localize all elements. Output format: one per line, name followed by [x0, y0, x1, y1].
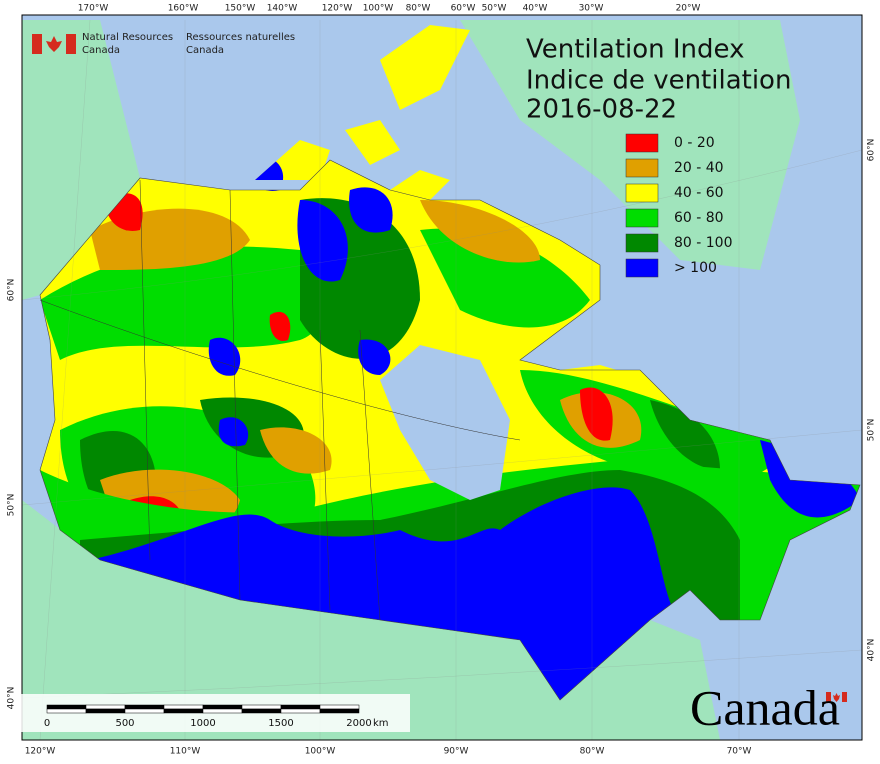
graticule-label: 40°N: [867, 639, 877, 662]
scale-label: 500: [115, 718, 134, 729]
scale-label: 1500: [268, 718, 293, 729]
map-frame: [21, 14, 863, 741]
flag-bar: [32, 34, 42, 54]
legend-label: 60 - 80: [674, 210, 724, 226]
graticule-label: 100°W: [363, 4, 394, 14]
legend-swatch: [625, 233, 659, 253]
graticule-label: 50°N: [867, 419, 877, 442]
scale-segment: [46, 708, 87, 714]
legend-label: 40 - 60: [674, 185, 724, 201]
index-zone: [420, 200, 540, 263]
wordmark-leaf: [833, 693, 840, 702]
logo: [32, 34, 76, 54]
index-zone: [420, 228, 590, 328]
scale-unit: km: [373, 718, 389, 729]
graticule-lines: [22, 19, 862, 740]
graticule-label: 110°W: [170, 747, 201, 757]
index-zone: [269, 311, 291, 341]
canada-outline: [39, 159, 861, 701]
scale-segment: [241, 708, 282, 714]
index-zone: [650, 400, 720, 470]
graticule-label: 60°W: [451, 4, 476, 14]
title-fr: Indice de ventilation: [526, 66, 791, 96]
index-zone: [218, 417, 249, 447]
borders: [39, 179, 521, 621]
graticule-label: 60°N: [7, 279, 17, 302]
scale-segment: [46, 704, 87, 710]
scale-segment: [202, 708, 243, 714]
scale-segment: [241, 704, 282, 710]
graticule-label: 40°N: [7, 687, 17, 710]
index-zone: [297, 200, 348, 282]
title-en: Ventilation Index: [526, 35, 744, 65]
wordmark-flag: [842, 692, 847, 702]
wordmark-text: Canada: [690, 679, 840, 735]
scale-segment: [202, 704, 243, 710]
wordmark: Canada: [690, 679, 847, 735]
header-text: Natural Resources: [82, 32, 173, 43]
legend-swatch: [625, 258, 659, 278]
header-text: Canada: [82, 45, 120, 56]
maple-leaf: [46, 36, 62, 52]
graticule-label: 90°W: [444, 747, 469, 757]
graticule-label: 70°W: [727, 747, 752, 757]
title-date: 2016-08-22: [526, 95, 677, 125]
legend-label: > 100: [674, 260, 717, 276]
scale-segment: [280, 708, 321, 714]
legend-label: 80 - 100: [674, 235, 733, 251]
wordmark-flag: [826, 692, 831, 702]
hudson-bay: [380, 345, 510, 500]
index-zone: [40, 246, 327, 360]
legend-swatch: [625, 208, 659, 228]
graticule-label: 80°W: [406, 4, 431, 14]
united-states: [22, 500, 720, 740]
header-text: Ressources naturelles: [186, 32, 295, 43]
scale-segment: [85, 708, 126, 714]
flag-bar: [66, 34, 76, 54]
index-zone: [349, 187, 393, 233]
alaska: [22, 20, 140, 300]
index-zone: [260, 427, 332, 474]
graticule-label: 80°W: [580, 747, 605, 757]
graticule-label: 150°W: [225, 4, 256, 14]
graticule-label: 160°W: [168, 4, 199, 14]
header-text: Canada: [186, 45, 224, 56]
legend-swatch: [625, 158, 659, 178]
graticule-label: 60°N: [867, 139, 877, 162]
graticule-label: 30°W: [579, 4, 604, 14]
scale-segment: [85, 704, 126, 710]
scale-segment: [319, 704, 360, 710]
scale-label: 0: [44, 718, 50, 729]
graticule-label: 50°N: [7, 494, 17, 517]
scale-label: 1000: [190, 718, 215, 729]
map-area: [22, 15, 862, 740]
legend-swatch: [625, 133, 659, 153]
scale-label: 2000: [346, 718, 371, 729]
graticule-label: 140°W: [267, 4, 298, 14]
legend-label: 20 - 40: [674, 160, 724, 176]
scale-segment: [124, 708, 165, 714]
index-zone: [580, 387, 613, 441]
scale-segment: [319, 708, 360, 714]
graticule-label: 120°W: [25, 747, 56, 757]
index-zone: [358, 339, 391, 375]
graticule-label: 40°W: [523, 4, 548, 14]
scale-segment: [124, 704, 165, 710]
graticule-label: 120°W: [322, 4, 353, 14]
scale-segment: [280, 704, 321, 710]
scale-segment: [163, 708, 204, 714]
legend-label: 0 - 20: [674, 135, 715, 151]
graticule-label: 170°W: [78, 4, 109, 14]
graticule-label: 100°W: [305, 747, 336, 757]
index-zone: [208, 337, 241, 376]
legend-swatch: [625, 183, 659, 203]
scale-segment: [163, 704, 204, 710]
graticule-label: 50°W: [482, 4, 507, 14]
graticule-label: 20°W: [676, 4, 701, 14]
